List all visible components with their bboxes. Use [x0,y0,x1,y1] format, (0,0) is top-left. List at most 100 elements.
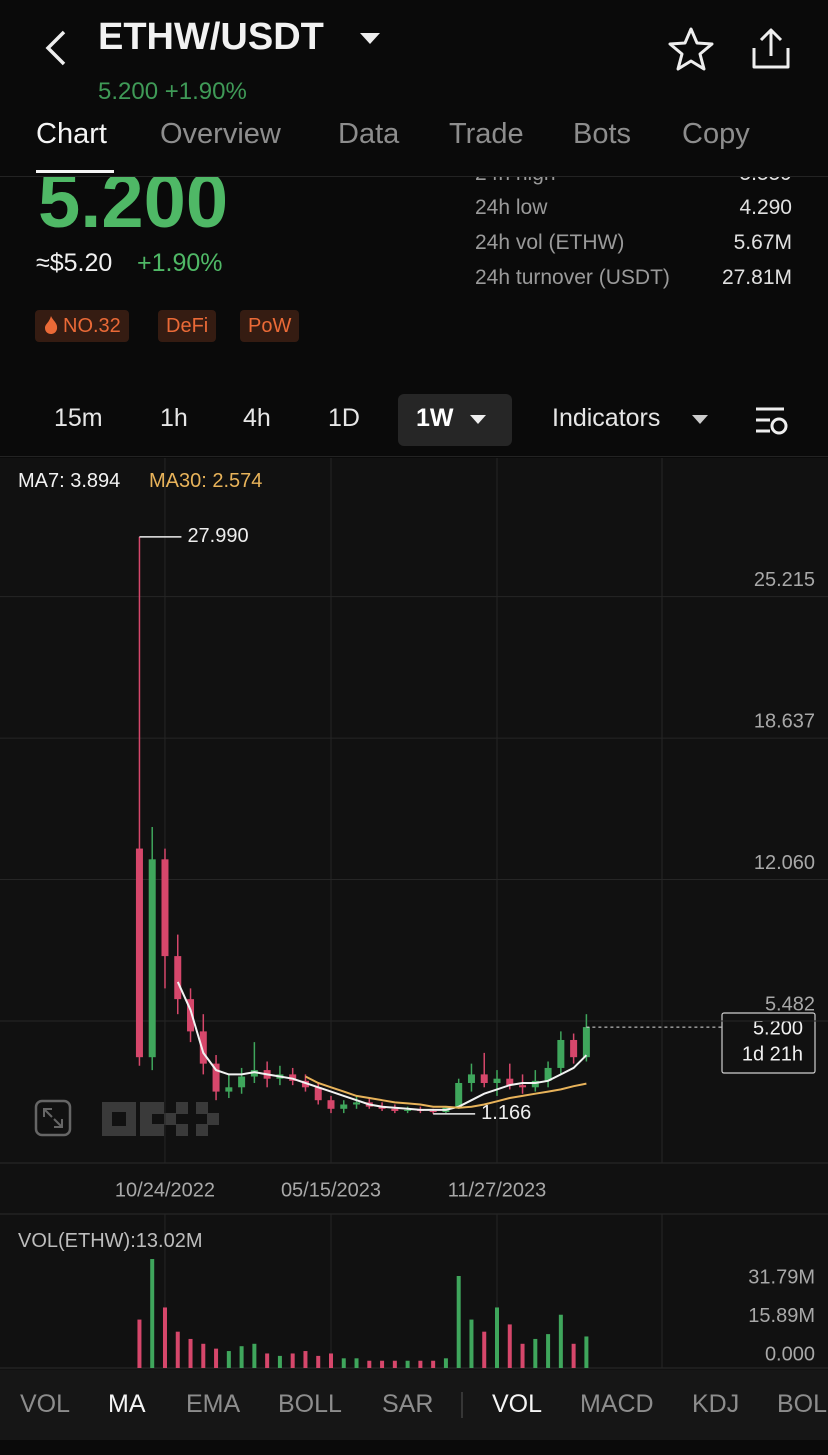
expand-icon-arrows [43,1108,63,1128]
volume-bar [507,1324,512,1368]
interval[interactable]: 1h [160,404,188,432]
volume-bar [226,1351,231,1368]
pair-title[interactable]: ETHW/USDT [98,16,324,58]
y-tick-label: 18.637 [754,710,815,732]
volume-bar [571,1343,576,1368]
volume-bar [546,1334,551,1368]
candle-body [519,1085,527,1088]
candle-body [148,859,156,1058]
candle-body [301,1080,309,1088]
indicator-bar-background [0,1370,828,1440]
candle-body [544,1067,552,1081]
indicator-tab[interactable]: VOL [492,1390,543,1418]
volume-bar [290,1353,295,1368]
indicator-tab[interactable]: VOL [20,1390,71,1418]
volume-bar [188,1338,193,1368]
stat-label: 24h vol (ETHW) [475,231,625,254]
candle-body [187,999,195,1032]
usd-price: ≈$5.20 [36,249,113,277]
volume-bar [201,1343,206,1368]
tag-label: NO.32 [63,315,121,337]
price-change: +1.90% [137,249,223,277]
back-button[interactable] [40,28,72,68]
pair-dropdown[interactable] [358,30,382,46]
favorite-button[interactable] [668,26,714,72]
candle-body [455,1082,463,1108]
candle-body [582,1027,590,1058]
sub-price: 5.200 [98,78,159,100]
expand-icon[interactable] [34,1099,72,1137]
y-tick-label: 12.060 [754,852,815,874]
candle-body [225,1087,233,1092]
volume-bar [367,1360,372,1368]
candle-body [161,859,169,957]
volume-bar [482,1331,487,1368]
tab[interactable]: Overview [160,118,281,150]
volume-bar [341,1358,346,1368]
y-tick-label: 25.215 [754,569,815,591]
candle-body [353,1102,361,1105]
stat-label: 24h turnover (USDT) [475,266,670,289]
indicator-tab[interactable]: KDJ [692,1390,740,1418]
tab[interactable]: Bots [573,118,632,150]
volume-bar [277,1355,282,1368]
volume-bar [431,1360,436,1368]
indicator-tab[interactable]: BOL [777,1390,828,1418]
tab[interactable]: Chart [36,118,107,150]
stat-value: 5.67M [733,231,792,254]
interval[interactable]: 1D [328,404,360,432]
chart-settings[interactable] [752,404,792,438]
header: ETHW/USDT 5.200 +1.90% Chart Overview Da… [0,0,828,177]
candle-body [238,1076,246,1088]
high-label: 27.990 [187,525,248,547]
volume-bar [584,1336,589,1368]
candle-body [391,1108,399,1111]
last-price-label: 5.200 [753,1017,803,1039]
divider [0,456,828,457]
volume-bar [137,1319,142,1368]
volume-bar [316,1355,321,1368]
candle-body [557,1039,565,1068]
tab[interactable]: Trade [449,118,524,150]
indicator-tab[interactable]: MA [108,1390,146,1418]
ma30-legend: MA30: 2.574 [149,470,263,492]
candle-body [340,1104,348,1109]
indicators-dropdown[interactable] [690,413,710,427]
candle-body [506,1078,514,1086]
share-button[interactable] [748,26,794,72]
indicators-button[interactable]: Indicators [552,404,661,432]
interval-active[interactable]: 1W [416,404,454,432]
interval[interactable]: 4h [243,404,271,432]
tag[interactable]: NO.32 [35,310,129,342]
volume-bar [533,1338,538,1368]
interval[interactable]: 15m [54,404,103,432]
candle-body [327,1100,335,1109]
candle-body [480,1074,488,1083]
candle-body [378,1106,386,1109]
last-price-box [721,1012,816,1074]
indicator-tab[interactable]: BOLL [278,1390,342,1418]
indicator-tab[interactable]: MACD [580,1390,654,1418]
tag[interactable]: DeFi [158,310,217,342]
x-tick-label: 05/15/2023 [281,1179,381,1201]
volume-bar [303,1351,308,1368]
volume-bar [239,1346,244,1368]
volume-bar [162,1307,167,1368]
tab[interactable]: Copy [682,118,750,150]
interval-dropdown[interactable] [468,413,488,427]
indicator-tab[interactable]: EMA [186,1390,241,1418]
volume-bar [328,1353,333,1368]
volume-bar [558,1314,563,1368]
indicator-tab[interactable]: SAR [382,1390,434,1418]
candle-body [493,1078,501,1083]
volume-tick-label: 15.89M [748,1305,815,1327]
candle-body [531,1080,539,1088]
candle-body [429,1110,437,1113]
tab[interactable]: Data [338,118,400,150]
volume-bar [405,1360,410,1368]
countdown-label: 1d 21h [742,1043,803,1065]
stat-value: 4.290 [739,196,792,219]
volume-bar [392,1360,397,1368]
tag[interactable]: PoW [240,310,300,342]
